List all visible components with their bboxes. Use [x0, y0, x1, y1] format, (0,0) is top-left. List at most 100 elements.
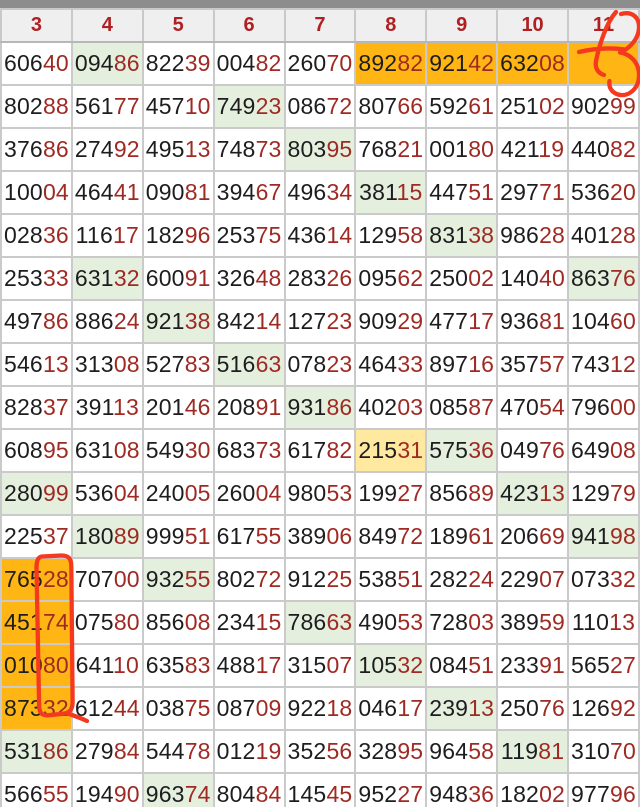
number-trailing-digits: 70: [326, 50, 353, 76]
number-trailing-digits: 13: [112, 394, 139, 420]
number-trailing-digits: 28: [539, 222, 566, 248]
number-trailing-digits: 16: [468, 351, 495, 377]
number-leading-digits: 496: [287, 179, 327, 205]
number-trailing-digits: 51: [397, 566, 424, 592]
number-cell: 31308: [70, 342, 144, 387]
number-leading-digits: 743: [571, 351, 610, 377]
number-leading-digits: 536: [74, 480, 114, 506]
number-leading-digits: 010: [3, 652, 43, 678]
number-leading-digits: 352: [287, 738, 327, 764]
number-trailing-digits: 07: [539, 566, 566, 592]
number-trailing-digits: 63: [326, 609, 353, 635]
number-cell: 08451: [425, 643, 499, 688]
number-trailing-digits: 81: [538, 738, 565, 764]
number-cell: 47054: [496, 385, 569, 430]
number-trailing-digits: 82: [397, 50, 424, 76]
number-leading-digits: 986: [500, 222, 540, 248]
number-cell: 74873: [212, 127, 286, 172]
number-cell: 25102: [496, 84, 569, 129]
number-cell: 82837: [0, 385, 73, 430]
number-cell: 61782: [283, 428, 357, 473]
number-leading-digits: 566: [3, 781, 43, 807]
table-scroll-area[interactable]: 3 4 5 6 7 8 9 10 11 60640 09486 82239 00482 26070 892…: [0, 8, 640, 807]
number-cell: 28326: [283, 256, 357, 301]
number-cell: 94198: [567, 514, 640, 559]
table-row: 22537 18089 99951 61755 38906 84972 18961 20669…: [0, 514, 640, 559]
number-cell: 43614: [283, 213, 357, 258]
number-cell: 92142: [425, 41, 499, 86]
number-leading-digits: 315: [287, 652, 327, 678]
number-leading-digits: 451: [3, 609, 43, 635]
number-cell: 10532: [354, 643, 428, 688]
number-cell: 28224: [425, 557, 499, 602]
number-trailing-digits: 45: [326, 781, 353, 807]
number-trailing-digits: 04: [255, 480, 282, 506]
number-cell: 12979: [567, 471, 640, 516]
number-cell: 12958: [354, 213, 428, 258]
number-cell: 09562: [354, 256, 428, 301]
number-trailing-digits: 17: [255, 652, 282, 678]
number-leading-digits: 126: [571, 695, 610, 721]
number-cell: 18296: [141, 213, 215, 258]
number-cell: 26004: [212, 471, 286, 516]
number-cell: 20146: [141, 385, 215, 430]
number-trailing-digits: 30: [184, 437, 211, 463]
number-trailing-digits: 79: [610, 480, 636, 506]
number-leading-digits: 600: [145, 265, 185, 291]
number-leading-digits: 565: [571, 652, 610, 678]
number-leading-digits: 748: [216, 136, 256, 162]
number-trailing-digits: 36: [42, 222, 69, 248]
number-leading-digits: 497: [3, 308, 43, 334]
number-trailing-digits: 31: [397, 437, 424, 463]
number-trailing-digits: 19: [255, 738, 282, 764]
number-cell: 32648: [212, 256, 286, 301]
number-trailing-digits: 03: [397, 394, 424, 420]
number-leading-digits: 028: [3, 222, 43, 248]
number-leading-digits: 182: [500, 781, 540, 807]
number-leading-digits: 786: [287, 609, 327, 635]
number-leading-digits: 078: [287, 351, 327, 377]
number-leading-digits: 075: [74, 609, 114, 635]
number-trailing-digits: 56: [326, 738, 353, 764]
table-row: 49786 88624 92138 84214 12723 90929 47717 93681…: [0, 299, 640, 344]
number-trailing-digits: 02: [539, 781, 566, 807]
number-trailing-digits: 48: [255, 265, 282, 291]
number-cell: 28099: [0, 471, 73, 516]
number-trailing-digits: 51: [184, 523, 211, 549]
number-leading-digits: 952: [358, 781, 398, 807]
number-cell: 00482: [212, 41, 286, 86]
number-cell: 93186: [283, 385, 357, 430]
table-row: 28099 53604 24005 26004 98053 19927 85689 42313…: [0, 471, 640, 516]
number-trailing-digits: 19: [538, 136, 565, 162]
number-cell: 85608: [141, 600, 215, 645]
number-trailing-digits: 51: [468, 652, 495, 678]
number-cell: 99951: [141, 514, 215, 559]
number-trailing-digits: 95: [397, 738, 424, 764]
number-leading-digits: 201: [145, 394, 185, 420]
number-cell: 82239: [141, 41, 215, 86]
table-row: 02836 11617 18296 25375 43614 12958 83138 98628…: [0, 213, 640, 258]
number-leading-digits: 980: [287, 480, 327, 506]
number-trailing-digits: 36: [468, 437, 495, 463]
number-leading-digits: 129: [358, 222, 398, 248]
number-trailing-digits: 14: [326, 222, 353, 248]
number-trailing-digits: 75: [184, 695, 211, 721]
number-trailing-digits: 86: [326, 394, 353, 420]
number-trailing-digits: 74: [42, 609, 69, 635]
number-cell: 54478: [141, 729, 215, 774]
number-leading-digits: 932: [145, 566, 185, 592]
number-leading-digits: 094: [74, 50, 114, 76]
number-leading-digits: 849: [358, 523, 398, 549]
number-trailing-digits: 82: [255, 50, 282, 76]
number-trailing-digits: 24: [113, 308, 140, 334]
number-leading-digits: 140: [500, 265, 540, 291]
number-cell: 60895: [0, 428, 73, 473]
number-cell: 04976: [496, 428, 569, 473]
number-leading-digits: 549: [145, 437, 185, 463]
number-leading-digits: 110: [571, 609, 610, 635]
table-row: 37686 27492 49513 74873 80395 76821 00180 42119…: [0, 127, 640, 172]
number-cell: 11981: [496, 729, 569, 774]
number-cell: 53186: [0, 729, 73, 774]
number-leading-digits: 239: [429, 695, 469, 721]
